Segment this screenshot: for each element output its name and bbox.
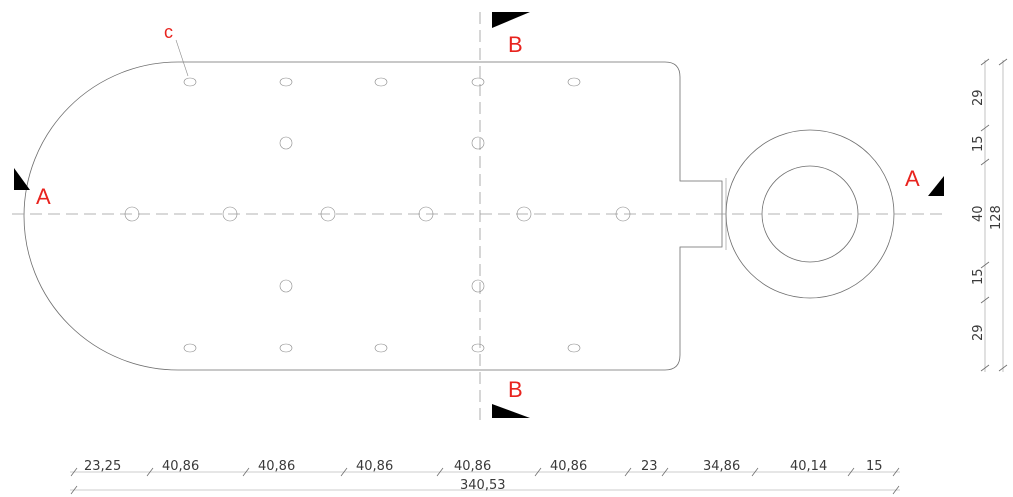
callout-label: c bbox=[164, 22, 173, 42]
dim-tick bbox=[340, 467, 348, 477]
dim-tick bbox=[980, 158, 990, 166]
hole bbox=[418, 206, 434, 222]
hole bbox=[471, 77, 485, 87]
hole bbox=[615, 206, 631, 222]
dim-tick bbox=[242, 467, 250, 477]
section-marker-a-right-icon bbox=[928, 176, 944, 196]
holes-second-row bbox=[279, 136, 485, 150]
hole bbox=[279, 279, 293, 293]
hole bbox=[374, 77, 388, 87]
hole bbox=[516, 206, 532, 222]
section-label-b-top: B bbox=[508, 32, 523, 57]
dim-tick bbox=[980, 364, 990, 372]
hole bbox=[183, 343, 197, 353]
dim-h-0: 23,25 bbox=[84, 459, 121, 474]
dim-v-1: 15 bbox=[971, 135, 986, 152]
dim-h-4: 40,86 bbox=[454, 459, 491, 474]
dim-h-3: 40,86 bbox=[356, 459, 393, 474]
dim-h-9: 15 bbox=[866, 459, 883, 474]
section-marker-b-top-icon bbox=[492, 12, 530, 28]
dim-tick bbox=[998, 364, 1008, 372]
hole bbox=[279, 136, 293, 150]
hole bbox=[279, 77, 293, 87]
dim-v-2: 40 bbox=[971, 205, 986, 222]
section-marker-a-left-icon bbox=[14, 168, 30, 190]
dim-v-0: 29 bbox=[971, 89, 986, 106]
dim-h-total: 340,53 bbox=[460, 478, 506, 493]
plate-outline bbox=[23, 61, 723, 371]
holes-bottom-row bbox=[183, 343, 581, 353]
dim-h-2: 40,86 bbox=[258, 459, 295, 474]
holes-fourth-row bbox=[279, 279, 485, 293]
hole bbox=[320, 206, 336, 222]
holes-center-row bbox=[124, 206, 631, 222]
dim-h-5: 40,86 bbox=[550, 459, 587, 474]
dim-tick bbox=[146, 467, 154, 477]
horizontal-dimensions: 23,25 40,86 40,86 40,86 40,86 40,86 23 3… bbox=[70, 459, 900, 495]
dim-tick bbox=[534, 467, 542, 477]
hole bbox=[471, 343, 485, 353]
dim-tick bbox=[661, 467, 669, 477]
dim-v-4: 29 bbox=[971, 324, 986, 341]
hole bbox=[471, 279, 485, 293]
section-label-b-bottom: B bbox=[508, 377, 523, 402]
hole bbox=[222, 206, 238, 222]
dim-tick bbox=[980, 296, 990, 304]
dim-tick bbox=[998, 58, 1008, 66]
dim-ticks bbox=[70, 467, 900, 495]
dim-tick bbox=[436, 467, 444, 477]
dim-tick bbox=[980, 124, 990, 132]
hole bbox=[374, 343, 388, 353]
dim-v-total: 128 bbox=[989, 205, 1004, 230]
dim-tick bbox=[892, 485, 900, 495]
dim-tick bbox=[980, 58, 990, 66]
callout-leader bbox=[175, 39, 189, 77]
hole bbox=[183, 77, 197, 87]
dim-v-3: 15 bbox=[971, 268, 986, 285]
dim-tick bbox=[980, 261, 990, 269]
dim-tick bbox=[70, 485, 78, 495]
dim-h-1: 40,86 bbox=[162, 459, 199, 474]
hole bbox=[567, 77, 581, 87]
hole bbox=[471, 136, 485, 150]
holes-top-row bbox=[183, 77, 581, 87]
vertical-dimensions: 29 15 40 15 29 128 bbox=[971, 58, 1008, 372]
dim-h-7: 34,86 bbox=[703, 459, 740, 474]
dim-tick bbox=[847, 467, 855, 477]
hole bbox=[567, 343, 581, 353]
dim-tick bbox=[624, 467, 632, 477]
hole bbox=[124, 206, 140, 222]
section-label-a-right: A bbox=[905, 166, 920, 191]
hole bbox=[279, 343, 293, 353]
dim-h-6: 23 bbox=[641, 459, 658, 474]
dim-vert-ticks bbox=[980, 58, 1008, 372]
dim-tick bbox=[70, 467, 78, 477]
dim-h-8: 40,14 bbox=[790, 459, 827, 474]
section-label-a-left: A bbox=[36, 184, 51, 209]
dim-tick bbox=[892, 467, 900, 477]
dim-tick bbox=[751, 467, 759, 477]
section-marker-b-bottom-icon bbox=[492, 404, 530, 418]
